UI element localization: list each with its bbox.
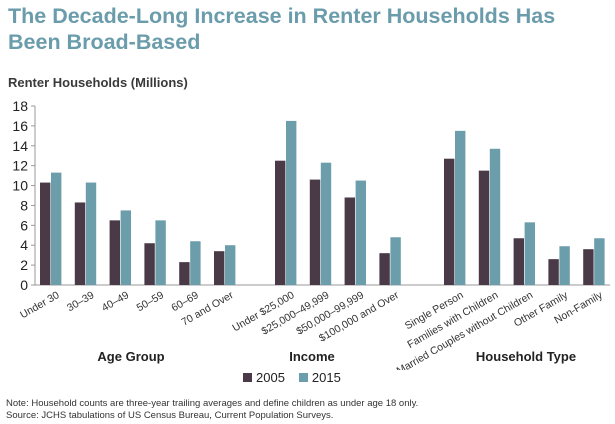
source-text: Source: JCHS tabulations of US Census Bu… [6, 410, 334, 421]
chart-title: The Decade-Long Increase in Renter House… [8, 4, 556, 54]
bar-2005 [478, 170, 490, 285]
y-tick-label: 14 [12, 138, 28, 154]
group-label: Age Group [97, 349, 164, 364]
y-tick-label: 2 [20, 257, 28, 273]
bar-2005 [179, 262, 190, 285]
bar-2005 [444, 158, 455, 285]
category-label: 40–49 [100, 289, 131, 314]
bar-2005 [74, 202, 86, 285]
bar-2015 [85, 182, 97, 285]
group-label: Income [289, 349, 335, 364]
bar-2005 [379, 253, 390, 285]
legend-swatch-2015 [298, 373, 308, 382]
group-label: Household Type [476, 349, 576, 364]
y-tick-label: 18 [12, 98, 28, 114]
legend-swatch-2005 [243, 373, 252, 382]
legend-item-2005: 2005 [243, 370, 285, 385]
bar-2015 [489, 148, 501, 285]
bar-2015 [355, 180, 366, 285]
y-tick-label: 12 [12, 158, 28, 174]
bar-2015 [120, 210, 131, 285]
bar-2015 [225, 245, 236, 285]
y-tick-label: 6 [20, 217, 28, 233]
bar-2015 [286, 120, 297, 286]
y-tick-label: 10 [12, 178, 28, 194]
legend-label-2015: 2015 [311, 370, 341, 385]
legend-item-2015: 2015 [298, 370, 341, 385]
legend-label-2005: 2005 [256, 370, 285, 385]
bar-2015 [390, 237, 401, 285]
category-label: Under 30 [18, 289, 62, 321]
bar-2015 [455, 130, 466, 285]
bar-2005 [144, 243, 155, 285]
y-tick-label: 0 [20, 277, 28, 293]
bar-2015 [559, 246, 570, 285]
y-axis-label: Renter Households (Millions) [8, 75, 188, 90]
bar-2005 [214, 251, 225, 285]
y-tick-label: 4 [20, 237, 28, 253]
bar-2005 [344, 197, 355, 285]
bar-2015 [594, 238, 605, 285]
legend: 2005 2015 [243, 370, 341, 385]
category-label: 30–39 [65, 289, 96, 314]
bar-2015 [51, 172, 62, 285]
bar-2015 [524, 222, 535, 285]
bar-2015 [155, 220, 166, 285]
y-tick-label: 16 [12, 118, 28, 134]
bar-2015 [320, 162, 332, 285]
category-label: 50–59 [135, 289, 166, 314]
bar-2005 [109, 220, 120, 285]
bar-2005 [275, 160, 286, 285]
bar-2005 [548, 259, 559, 285]
bar-2005 [309, 179, 321, 285]
bar-2005 [513, 238, 524, 285]
bar-2005 [40, 182, 51, 285]
footnote: Note: Household counts are three-year tr… [6, 398, 418, 422]
bar-2015 [190, 241, 201, 285]
y-tick-label: 8 [20, 197, 28, 213]
note-text: Note: Household counts are three-year tr… [6, 398, 419, 409]
bar-2005 [583, 249, 594, 285]
